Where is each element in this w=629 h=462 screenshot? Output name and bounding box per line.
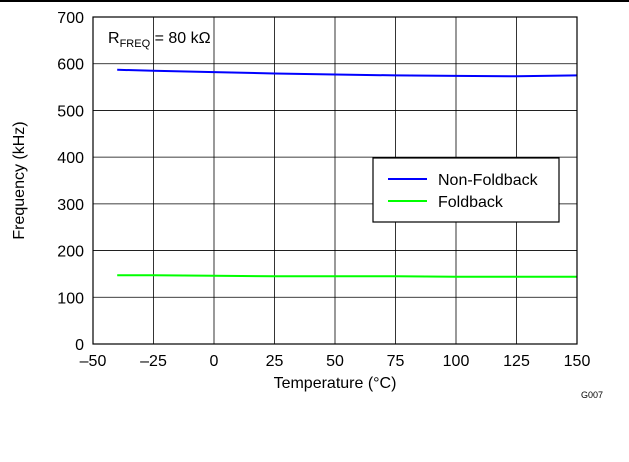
y-tick-label: 200: [57, 244, 84, 261]
x-tick-label: 100: [443, 353, 470, 370]
y-tick-label: 600: [57, 57, 84, 74]
legend-label: Non-Foldback: [438, 172, 539, 189]
annotation-value: = 80 kΩ: [150, 30, 210, 47]
series-line-non-foldback: [117, 68, 578, 78]
x-tick-label: –50: [80, 353, 107, 370]
figure-id: G007: [581, 390, 603, 400]
x-tick-label: 75: [387, 353, 405, 370]
y-tick-label: 0: [75, 337, 84, 354]
legend-label: Foldback: [438, 194, 504, 211]
y-tick-label: 700: [57, 10, 84, 27]
series-line-foldback: [117, 274, 577, 278]
annotation-subscript: FREQ: [120, 38, 151, 50]
tick-labels: –50 –25 0 25 50 75 100 125 150 0 100 200 300 400 500 60…: [57, 10, 590, 370]
series-lines: [117, 68, 578, 278]
x-tick-label: 25: [266, 353, 284, 370]
y-tick-label: 100: [57, 290, 84, 307]
rfreq-annotation: RFREQ = 80 kΩ: [108, 30, 211, 50]
x-tick-label: 0: [210, 353, 219, 370]
y-tick-label: 400: [57, 150, 84, 167]
plot-frame: [92, 16, 578, 345]
x-tick-label: 150: [564, 353, 591, 370]
legend-box: [372, 157, 560, 223]
legend: Non-Foldback Foldback: [372, 157, 560, 223]
top-rule: [0, 0, 629, 2]
x-tick-label: 50: [326, 353, 344, 370]
y-tick-label: 500: [57, 103, 84, 120]
y-axis-title: Frequency (kHz): [11, 121, 28, 239]
annotation-main: R: [108, 30, 120, 47]
x-tick-label: 125: [503, 353, 530, 370]
x-tick-label: –25: [140, 353, 167, 370]
y-tick-label: 300: [57, 197, 84, 214]
legend-items: Non-Foldback Foldback: [388, 172, 539, 211]
x-axis-title: Temperature (°C): [274, 375, 397, 392]
